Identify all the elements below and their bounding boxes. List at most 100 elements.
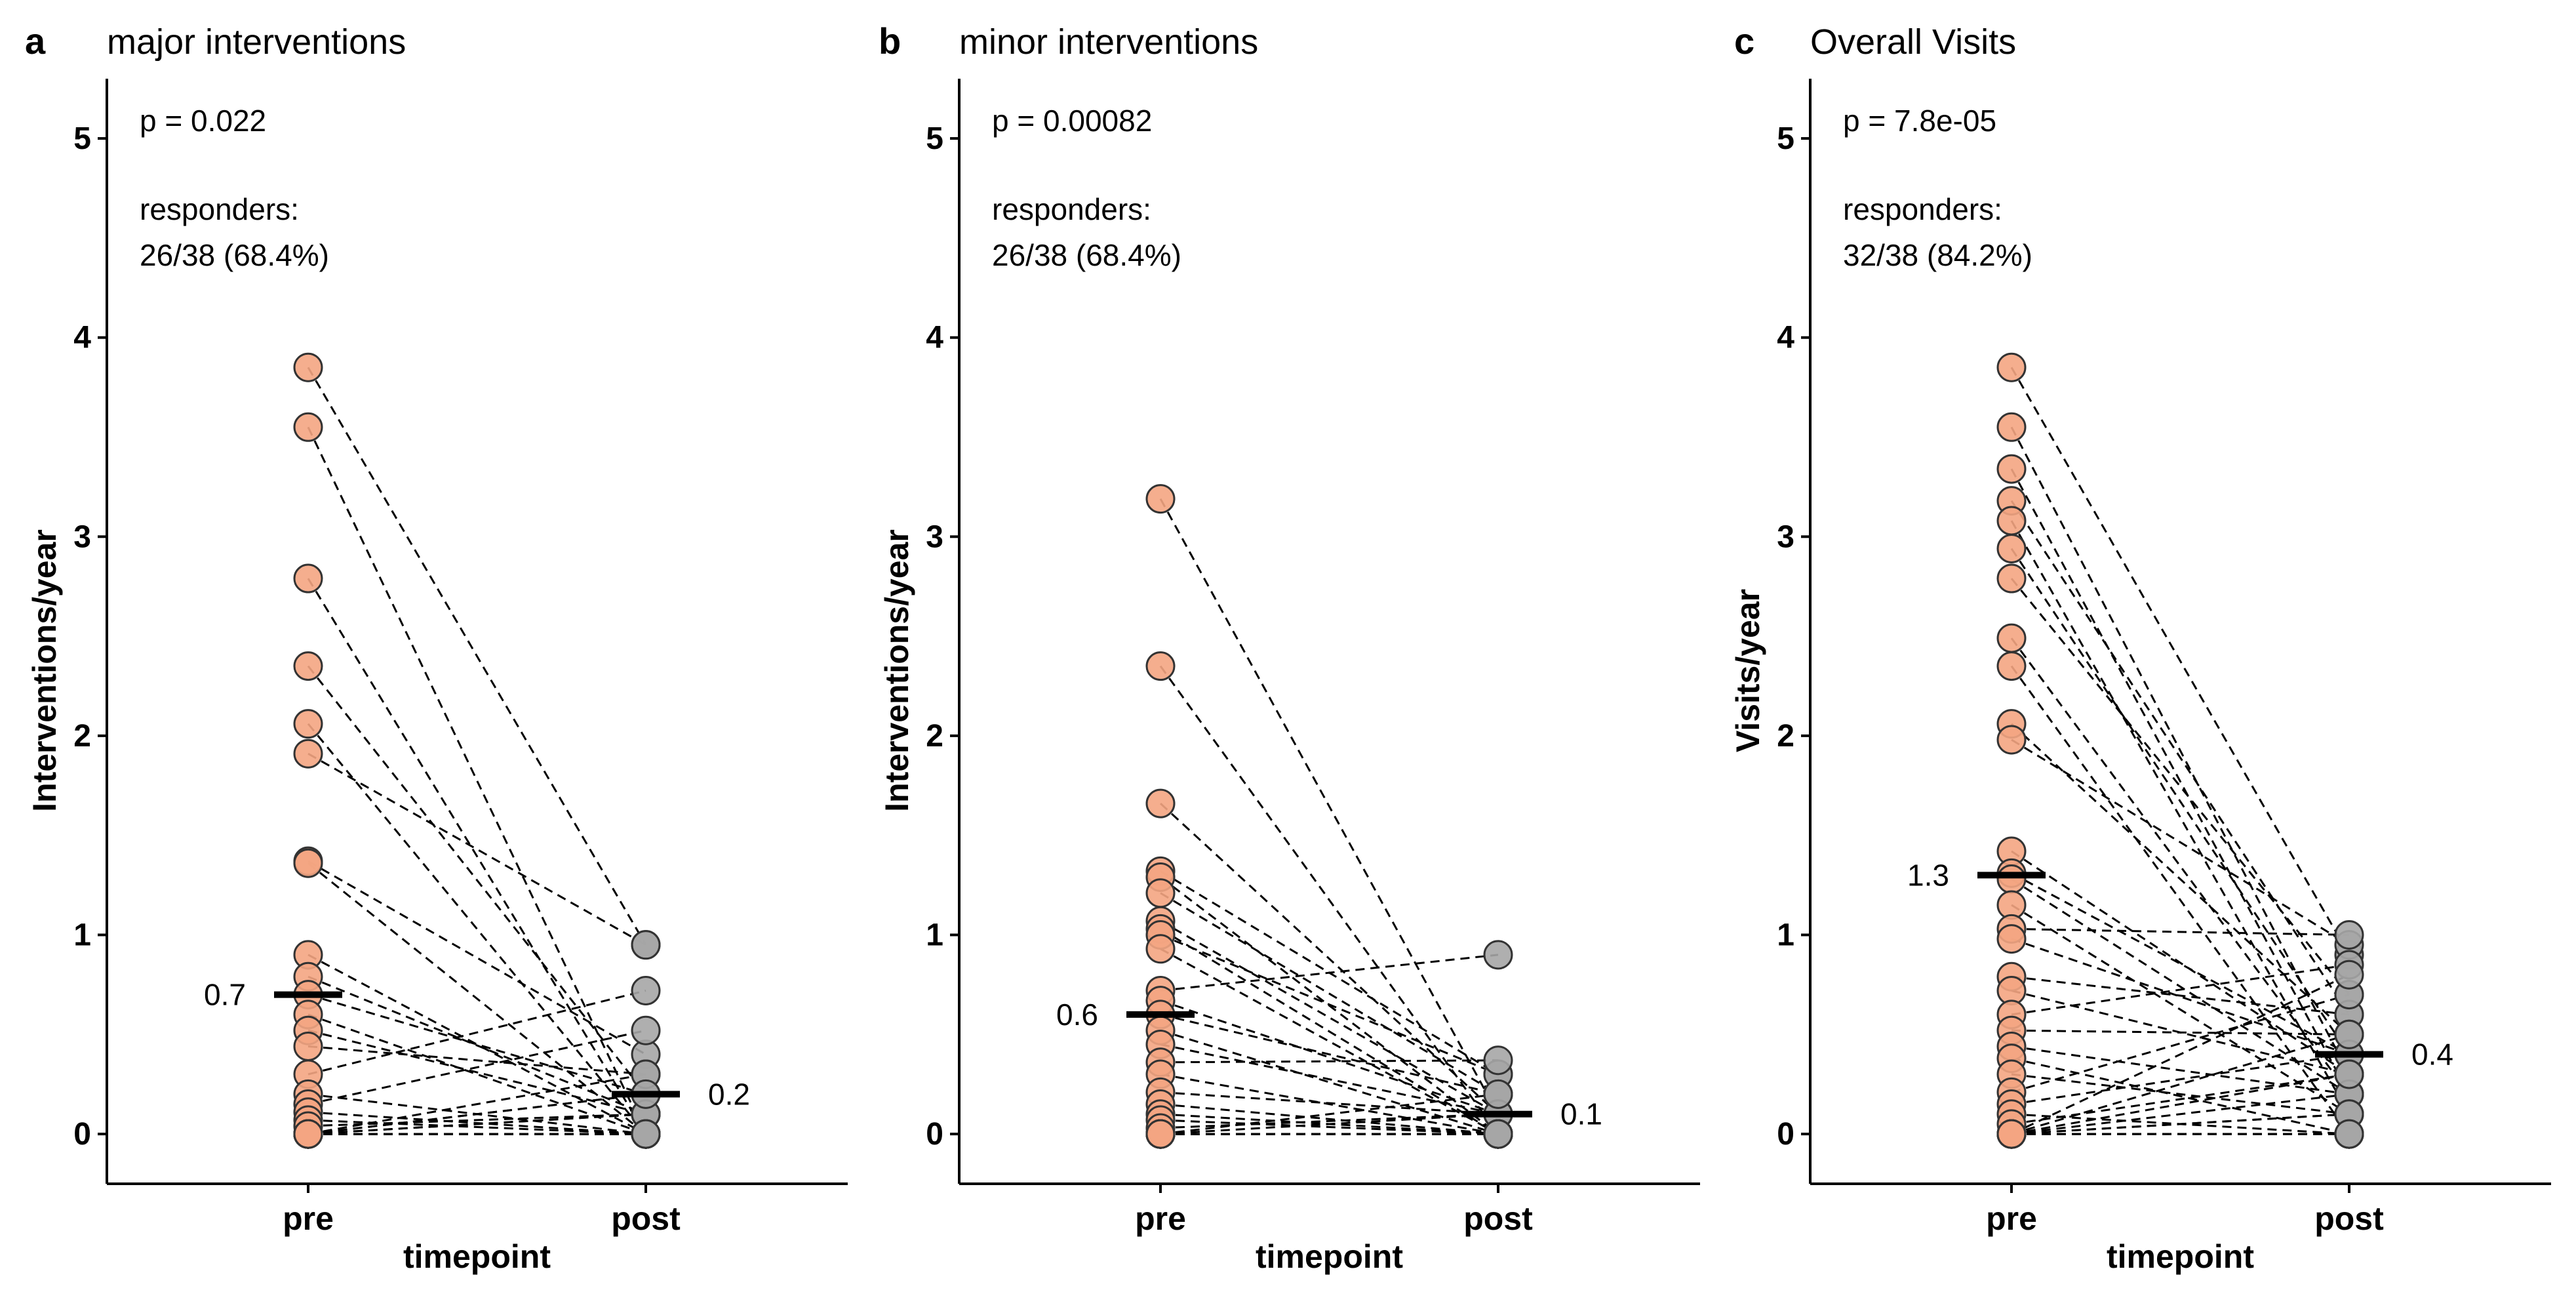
pair-line — [2010, 367, 2350, 956]
panel-a: a major interventions 0 1 2 3 4 5 pre post timepoi… — [25, 20, 848, 1275]
pair-line — [2011, 1073, 2350, 1125]
panel-letter: b — [879, 20, 901, 62]
y-tick-label: 5 — [73, 121, 91, 156]
pre-point — [1996, 412, 2027, 442]
x-axis-label: timepoint — [2107, 1238, 2254, 1275]
panel-c: c Overall Visits 0 1 2 3 4 5 pre post timepoint Vis… — [1730, 20, 2551, 1275]
pair-line — [2011, 1113, 2350, 1135]
y-tick-label: 4 — [926, 321, 943, 355]
pair-line — [2010, 426, 2350, 1075]
post-point — [2334, 919, 2364, 950]
pre-point — [1996, 725, 2027, 755]
points — [293, 352, 661, 1149]
post-point — [2334, 1019, 2364, 1049]
y-tick-label: 3 — [73, 519, 91, 554]
pair-line — [307, 1111, 646, 1135]
x-tick-label: post — [2314, 1200, 2384, 1237]
pair-line — [307, 1113, 646, 1127]
x-axis-label: timepoint — [403, 1238, 551, 1275]
p-value: p = 0.022 — [140, 104, 266, 138]
panel-letter: a — [25, 20, 46, 62]
pair-line — [1160, 892, 1499, 1095]
pre-point — [1996, 623, 2027, 653]
pair-line — [2011, 1073, 2350, 1116]
x-tick-label: post — [1463, 1200, 1533, 1237]
points — [1996, 352, 2364, 1149]
pair-line — [2011, 938, 2350, 1056]
pre-point — [1996, 924, 2027, 954]
post-point — [2334, 1119, 2364, 1149]
pair-line — [2011, 963, 2350, 1016]
pair-line — [2011, 1053, 2350, 1106]
pair-lines — [1159, 498, 1499, 1135]
pre-point — [1145, 878, 1176, 908]
y-axis-label: Interventions/year — [879, 529, 915, 812]
y-tick-label: 0 — [1777, 1117, 1794, 1152]
pair-line — [2010, 468, 2350, 1095]
pair-line — [307, 1093, 646, 1135]
pre-point — [293, 1032, 323, 1062]
median-label-pre: 0.6 — [1056, 998, 1098, 1032]
pair-line — [1160, 1029, 1499, 1135]
pair-line — [307, 1113, 646, 1135]
pair-line — [1160, 1113, 1499, 1135]
pre-point — [1996, 563, 2027, 594]
pair-line — [1160, 934, 1499, 1076]
pair-line — [307, 1045, 646, 1076]
pair-line — [1160, 948, 1499, 1135]
panel-b: b minor interventions 0 1 2 3 4 5 pre post timepoi… — [879, 20, 1700, 1275]
pre-point — [293, 738, 323, 769]
pre-point — [293, 563, 323, 594]
pair-line — [1160, 1013, 1499, 1095]
points — [1145, 484, 1513, 1149]
pair-line — [2010, 548, 2350, 1055]
x-tick-label: pre — [1986, 1200, 2037, 1237]
post-point — [1483, 1119, 1513, 1149]
x-tick-label: pre — [283, 1200, 334, 1237]
pair-line — [2010, 665, 2350, 1135]
pair-line — [307, 367, 647, 946]
y-axis-label: Visits/year — [1730, 589, 1766, 752]
y-tick-label: 2 — [926, 719, 943, 754]
post-point — [1483, 940, 1513, 970]
pre-point — [1996, 651, 2027, 681]
pair-line — [1159, 665, 1499, 1135]
pair-line — [2011, 872, 2350, 1055]
pair-line — [307, 994, 646, 1095]
responders-value: 32/38 (84.2%) — [1843, 238, 2032, 272]
pair-line — [1160, 928, 1499, 1135]
pair-line — [2010, 723, 2350, 1036]
y-tick-label: 1 — [1777, 918, 1794, 952]
pair-line — [307, 990, 646, 1076]
pair-lines — [2010, 367, 2350, 1135]
pair-line — [1160, 1093, 1499, 1135]
median-label-post: 0.1 — [1560, 1097, 1602, 1131]
y-axis-label: Interventions/year — [26, 529, 63, 812]
pre-point — [1145, 934, 1176, 964]
pair-line — [2011, 994, 2350, 1093]
pair-line — [1160, 999, 1499, 1116]
y-tick-label: 0 — [926, 1117, 943, 1152]
pre-point — [293, 651, 323, 681]
pre-point — [1996, 506, 2027, 536]
pair-line — [1160, 1113, 1499, 1129]
post-point — [631, 930, 661, 960]
pair-line — [2011, 1045, 2350, 1095]
y-tick-label: 2 — [1777, 719, 1794, 754]
p-value: p = 7.8e-05 — [1843, 104, 1996, 138]
pair-line — [307, 1119, 646, 1135]
p-value: p = 0.00082 — [992, 104, 1152, 138]
post-point — [1483, 1079, 1513, 1109]
pre-point — [293, 848, 323, 878]
y-tick-label: 4 — [73, 321, 91, 355]
pair-line — [2011, 927, 2350, 936]
pair-line — [1159, 498, 1499, 1115]
y-tick-label: 4 — [1777, 321, 1794, 355]
responders-value: 26/38 (68.4%) — [992, 238, 1181, 272]
pair-line — [1160, 954, 1499, 992]
panel-title: minor interventions — [959, 22, 1258, 62]
pre-point — [293, 709, 323, 739]
x-axis-label: timepoint — [1256, 1238, 1403, 1275]
y-tick-label: 1 — [926, 918, 943, 952]
post-point — [1483, 1045, 1513, 1076]
